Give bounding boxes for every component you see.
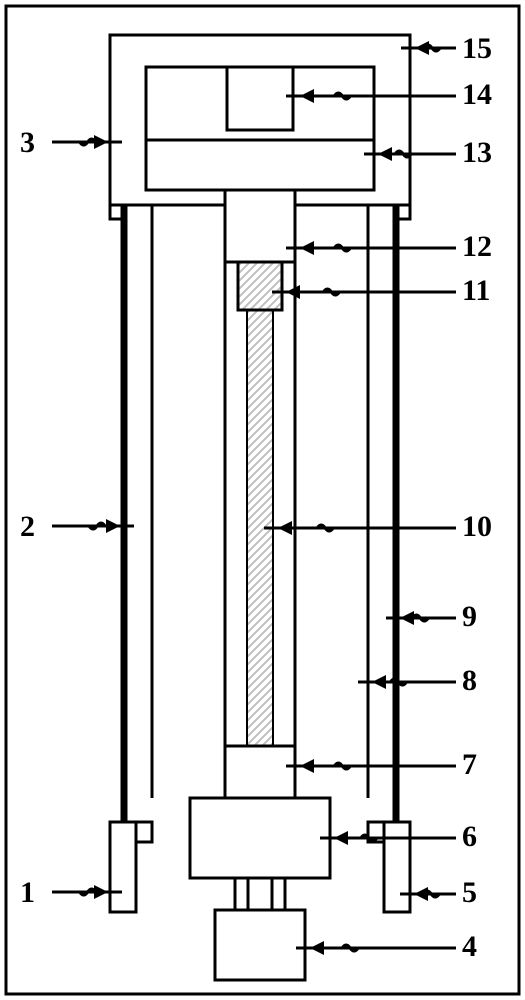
label-text-8: 8 bbox=[462, 664, 477, 697]
arrowhead-11 bbox=[286, 285, 300, 299]
label-text-15: 15 bbox=[462, 32, 492, 65]
label-9: 9 bbox=[386, 600, 477, 633]
arrowhead-6 bbox=[334, 831, 348, 845]
arrowhead-12 bbox=[300, 241, 314, 255]
arrowhead-9 bbox=[400, 611, 414, 625]
label-text-10: 10 bbox=[462, 510, 492, 543]
arrowhead-10 bbox=[278, 521, 292, 535]
block-4 bbox=[215, 910, 305, 980]
block-7 bbox=[225, 746, 295, 798]
arrowhead-15 bbox=[415, 41, 429, 55]
label-text-1: 1 bbox=[20, 876, 35, 909]
label-text-9: 9 bbox=[462, 600, 477, 633]
label-text-13: 13 bbox=[462, 136, 492, 169]
label-5: 5 bbox=[400, 876, 477, 909]
block-12 bbox=[225, 190, 295, 262]
label-7: 7 bbox=[286, 748, 477, 781]
label-4: 4 bbox=[296, 930, 477, 963]
arrowhead-3 bbox=[94, 135, 108, 149]
label-text-6: 6 bbox=[462, 820, 477, 853]
label-text-5: 5 bbox=[462, 876, 477, 909]
label-2: 2 bbox=[20, 510, 134, 543]
block-11 bbox=[238, 262, 282, 310]
leader-line-10 bbox=[264, 525, 456, 531]
label-12: 12 bbox=[286, 230, 492, 263]
arrowhead-8 bbox=[372, 675, 386, 689]
label-text-7: 7 bbox=[462, 748, 477, 781]
label-text-14: 14 bbox=[462, 78, 492, 111]
block-6 bbox=[190, 798, 330, 878]
arrowhead-2 bbox=[106, 519, 120, 533]
arrowhead-1 bbox=[94, 885, 108, 899]
label-10: 10 bbox=[264, 510, 492, 543]
label-3: 3 bbox=[20, 126, 122, 159]
label-text-2: 2 bbox=[20, 510, 35, 543]
label-text-12: 12 bbox=[462, 230, 492, 263]
label-text-11: 11 bbox=[462, 274, 490, 307]
label-1: 1 bbox=[20, 876, 122, 909]
bottom-tab-left bbox=[136, 822, 152, 842]
arrowhead-4 bbox=[310, 941, 324, 955]
mount-left bbox=[110, 822, 136, 912]
arrowhead-5 bbox=[414, 887, 428, 901]
label-8: 8 bbox=[358, 664, 477, 697]
label-text-4: 4 bbox=[462, 930, 477, 963]
block-14 bbox=[227, 67, 293, 130]
label-11: 11 bbox=[272, 274, 490, 307]
arrowhead-7 bbox=[300, 759, 314, 773]
label-15: 15 bbox=[401, 32, 492, 65]
mount-right bbox=[384, 822, 410, 912]
label-text-3: 3 bbox=[20, 126, 35, 159]
